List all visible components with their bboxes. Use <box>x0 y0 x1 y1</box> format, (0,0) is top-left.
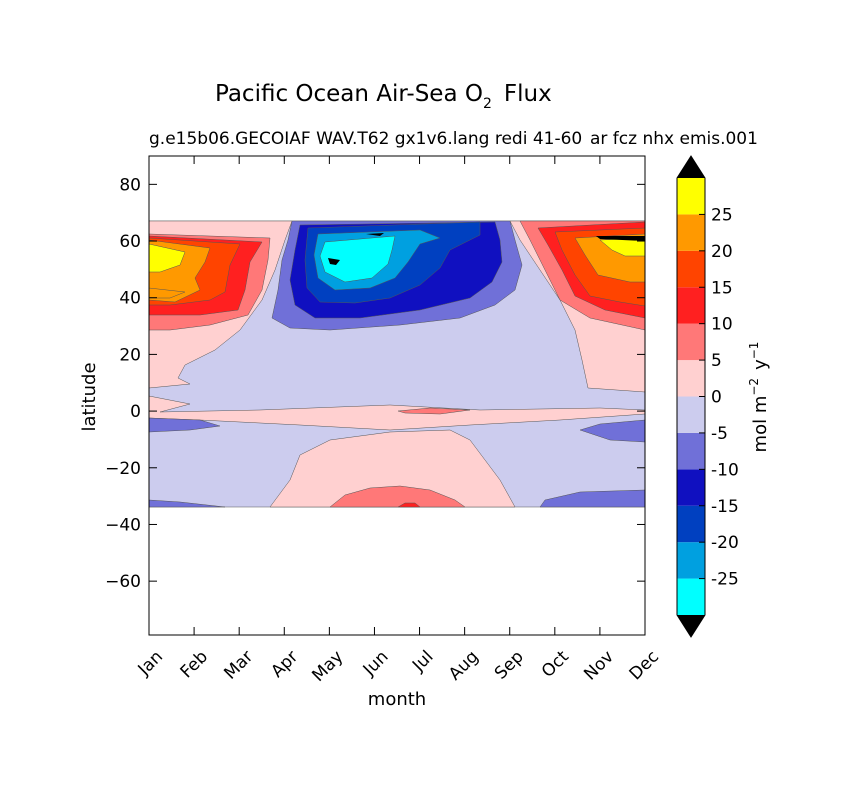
y-axis: 80 60 40 20 0 −20 −40 −60 <box>105 175 645 592</box>
field-level-neg10-neg5-se <box>579 419 645 443</box>
colorbar-segment <box>677 396 705 433</box>
chart-subtitle-overlap: ar fcz nhx emis.001 <box>590 129 758 149</box>
x-tick-label: Apr <box>267 647 302 682</box>
colorbar-label-sup1: −2 <box>747 378 761 396</box>
colorbar-tick-label: -20 <box>711 533 739 553</box>
x-tick-label: Sep <box>491 647 528 684</box>
chart-title-suffix: Flux <box>504 81 552 107</box>
colorbar-tick-label: 0 <box>711 388 722 408</box>
colorbar-segment <box>677 469 705 506</box>
field-level-neg10-neg5-s-bottom-left <box>149 499 226 508</box>
colorbar-extend-top <box>677 156 705 178</box>
colorbar-tick-label: 20 <box>711 242 733 262</box>
x-tick-label: Dec <box>626 647 663 684</box>
chart-title-subscript: 2 <box>483 96 492 112</box>
field-level-above-25-ne <box>599 237 645 257</box>
x-tick-label: Jul <box>408 647 437 676</box>
x-tick-label: Aug <box>445 647 483 685</box>
plot-area <box>149 156 645 635</box>
colorbar-label-sup2: −1 <box>747 342 761 360</box>
field-black-spot-2 <box>366 233 384 236</box>
colorbar-segment <box>677 250 705 288</box>
field-level-neg10-neg5-sw <box>149 417 221 433</box>
colorbar-extend-bottom <box>677 615 705 637</box>
x-tick-label: Feb <box>177 647 212 682</box>
field-level-above-25-nw <box>149 243 186 273</box>
x-tick-label: Jan <box>134 647 167 680</box>
y-tick-label: 40 <box>119 289 141 309</box>
y-tick-label: −60 <box>105 572 141 592</box>
y-axis-label: latitude <box>79 362 100 431</box>
x-tick-label: May <box>308 647 347 686</box>
colorbar-segment <box>677 505 705 543</box>
y-tick-label: −40 <box>105 515 141 535</box>
field-level-10-15-south <box>397 502 421 508</box>
colorbar-tick-label: 5 <box>711 351 722 371</box>
colorbar-tick-label: 10 <box>711 315 733 335</box>
x-tick-label: Nov <box>580 647 618 685</box>
colorbar-tick-label: -10 <box>711 460 739 480</box>
colorbar: -25 -20 -15 -10 -5 0 5 10 15 20 25 <box>676 155 739 638</box>
field-level-0-5-south <box>269 429 516 508</box>
colorbar-label: mol m−2 y−1 <box>747 342 771 453</box>
colorbar-segment <box>677 178 705 215</box>
colorbar-segment <box>677 432 705 470</box>
field-level-below-neg25-north <box>319 235 396 283</box>
axes-frame <box>148 155 646 636</box>
x-axis-label: month <box>368 689 426 710</box>
colorbar-tick-label: -15 <box>711 497 739 517</box>
field-level-neg10-neg5-s-bottom-right <box>539 489 645 508</box>
y-tick-label: 60 <box>119 232 141 252</box>
field-level-5-10-equator <box>397 407 471 415</box>
colorbar-label-mid: y <box>750 359 771 370</box>
y-tick-label: −20 <box>105 459 141 479</box>
field-level-0-5-equator <box>149 395 645 431</box>
colorbar-segment <box>677 542 705 579</box>
field-black-spot-1 <box>328 258 340 265</box>
colorbar-segment <box>677 360 705 397</box>
chart-title: Pacific Ocean Air-Sea O2 Flux <box>215 81 552 112</box>
colorbar-tick-label: -5 <box>711 424 728 444</box>
colorbar-segment <box>677 287 705 324</box>
field-level-5-10-south <box>329 485 466 508</box>
colorbar-label-main: mol m <box>750 396 771 453</box>
x-tick-label: Oct <box>538 647 573 682</box>
field-black-spot-3 <box>596 236 645 241</box>
colorbar-segment <box>677 578 705 615</box>
colorbar-tick-label: -25 <box>711 570 739 590</box>
colorbar-tick-label: 15 <box>711 278 733 298</box>
colorbar-segment <box>677 323 705 361</box>
chart-title-main: Pacific Ocean Air-Sea O <box>215 81 483 107</box>
y-tick-label: 20 <box>119 345 141 365</box>
chart-subtitle: g.e15b06.GECOIAF WAV.T62 gx1v6.lang redi… <box>149 129 582 149</box>
colorbar-segment <box>677 214 705 251</box>
x-tick-label: Mar <box>220 647 257 684</box>
y-tick-label: 80 <box>119 175 141 195</box>
colorbar-outline <box>676 155 706 638</box>
y-tick-label: 0 <box>130 402 141 422</box>
x-tick-label: Jun <box>359 647 393 681</box>
colorbar-tick-label: 25 <box>711 205 733 225</box>
